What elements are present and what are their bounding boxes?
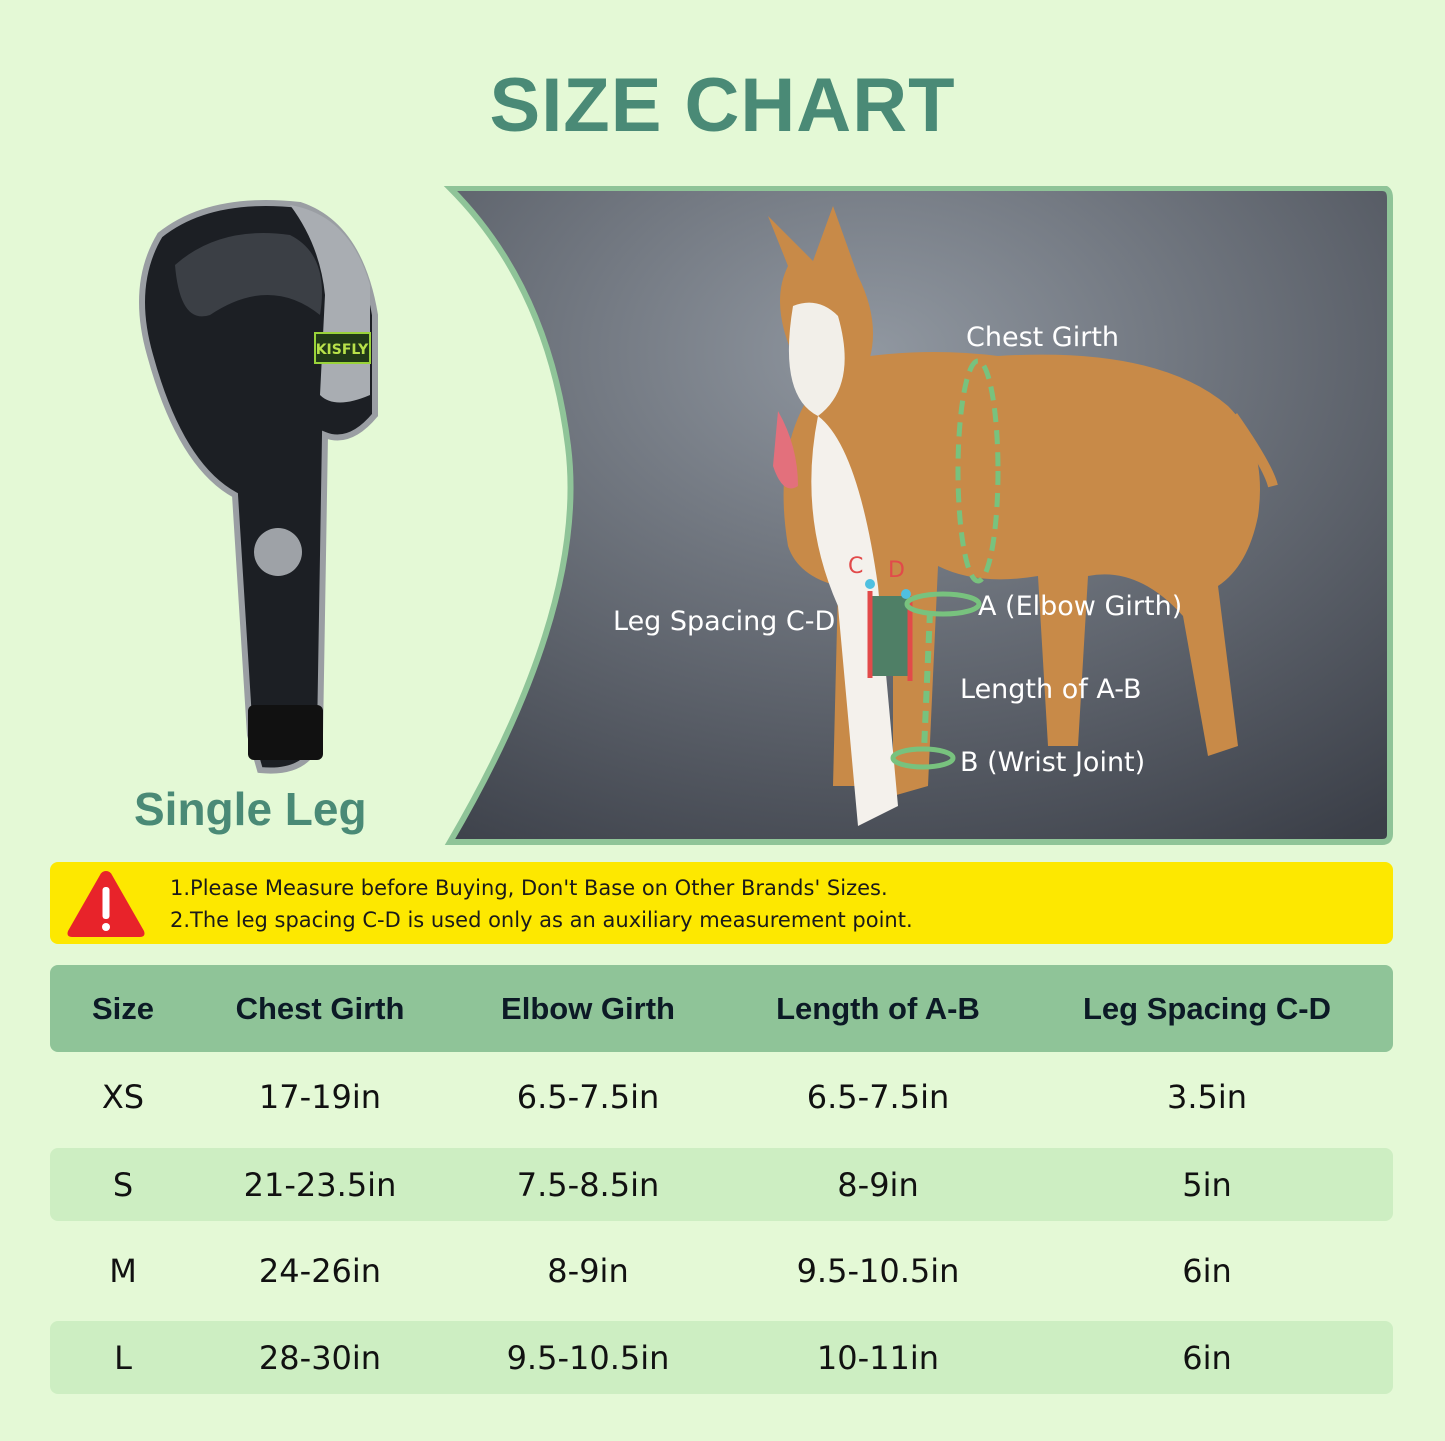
header-length-ab: Length of A-B bbox=[776, 990, 980, 1026]
table-cell: 6in bbox=[1182, 1251, 1232, 1290]
table-header: Size Chest Girth Elbow Girth Length of A… bbox=[50, 965, 1393, 1052]
length-ab-label: Length of A-B bbox=[960, 674, 1142, 705]
leg-spacing-label: Leg Spacing C-D bbox=[613, 606, 836, 637]
header-chest-girth: Chest Girth bbox=[235, 990, 405, 1026]
table-row: L 28-30in 9.5-10.5in 10-11in 6in bbox=[50, 1321, 1393, 1394]
table-row: M 24-26in 8-9in 9.5-10.5in 6in bbox=[50, 1234, 1393, 1307]
point-c-label: C bbox=[848, 554, 864, 579]
table-cell: 6.5-7.5in bbox=[516, 1077, 660, 1116]
header-size: Size bbox=[91, 990, 155, 1026]
page-title: SIZE CHART bbox=[489, 63, 956, 148]
svg-text:KISFLY: KISFLY bbox=[316, 342, 369, 358]
header-elbow-girth: Elbow Girth bbox=[501, 990, 675, 1026]
table-cell: 6in bbox=[1182, 1338, 1232, 1377]
table-row: S 21-23.5in 7.5-8.5in 8-9in 5in bbox=[50, 1148, 1393, 1221]
warning-triangle-icon bbox=[67, 871, 145, 937]
header-leg-spacing: Leg Spacing C-D bbox=[1082, 990, 1332, 1026]
table-cell: 28-30in bbox=[258, 1338, 382, 1377]
wrist-joint-label: B (Wrist Joint) bbox=[960, 747, 1146, 778]
table-cell: 8-9in bbox=[547, 1251, 629, 1290]
table-cell: 6.5-7.5in bbox=[806, 1077, 950, 1116]
warning-banner: 1.Please Measure before Buying, Don't Ba… bbox=[50, 862, 1393, 944]
dog-measurement-diagram: Chest Girth Leg Spacing C-D C D A (Elbow… bbox=[438, 186, 1394, 846]
table-cell: 3.5in bbox=[1166, 1077, 1248, 1116]
table-cell: 9.5-10.5in bbox=[506, 1338, 670, 1377]
table-cell: 17-19in bbox=[258, 1077, 382, 1116]
product-image: KISFLY bbox=[120, 195, 390, 789]
table-cell: XS bbox=[101, 1077, 145, 1116]
elbow-girth-label: A (Elbow Girth) bbox=[978, 591, 1183, 622]
product-label: Single Leg bbox=[134, 783, 367, 835]
chest-girth-label: Chest Girth bbox=[966, 322, 1120, 353]
table-cell: S bbox=[112, 1165, 134, 1204]
warning-line-2: 2.The leg spacing C-D is used only as an… bbox=[170, 908, 913, 932]
table-cell: 8-9in bbox=[837, 1165, 919, 1204]
point-d-label: D bbox=[888, 558, 905, 583]
table-cell: 9.5-10.5in bbox=[796, 1251, 960, 1290]
table-row: XS 17-19in 6.5-7.5in 6.5-7.5in 3.5in bbox=[50, 1060, 1393, 1133]
table-cell: 7.5-8.5in bbox=[516, 1165, 660, 1204]
table-cell: 5in bbox=[1182, 1165, 1232, 1204]
warning-line-1: 1.Please Measure before Buying, Don't Ba… bbox=[170, 876, 888, 900]
table-cell: M bbox=[109, 1251, 137, 1290]
table-cell: 10-11in bbox=[816, 1338, 940, 1377]
table-cell: 24-26in bbox=[258, 1251, 382, 1290]
table-cell: L bbox=[114, 1338, 132, 1377]
table-cell: 21-23.5in bbox=[243, 1165, 397, 1204]
